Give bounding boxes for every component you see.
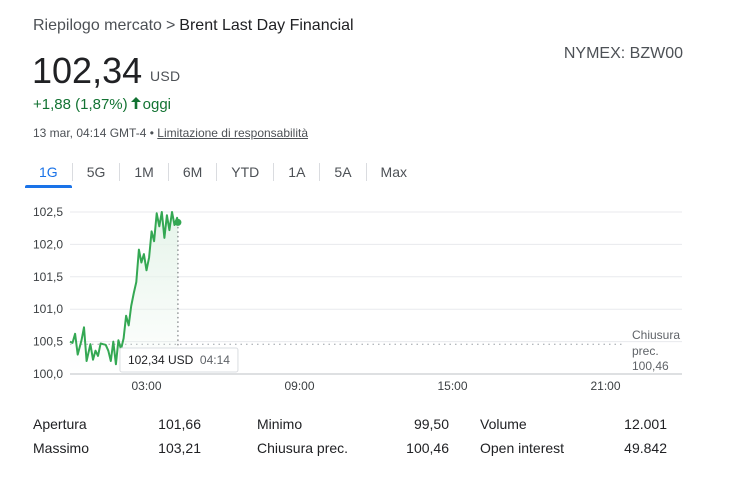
x-tick-label: 03:00 [131, 379, 161, 393]
y-tick-label: 102,0 [33, 237, 63, 251]
tab-separator [71, 163, 73, 181]
stat-label: Massimo [33, 440, 90, 456]
x-tick-label: 09:00 [284, 379, 314, 393]
price-change: +1,88 (1,87%) oggi [33, 96, 171, 113]
arrow-up-icon [130, 96, 141, 113]
tab-max[interactable]: Max [380, 164, 407, 180]
stat-value: 12.001 [624, 416, 667, 432]
tab-separator [319, 163, 321, 181]
price-area [70, 212, 178, 374]
price-change-period: oggi [142, 96, 172, 113]
x-tick-label: 21:00 [590, 379, 620, 393]
x-tick-label: 15:00 [437, 379, 467, 393]
stats-row: Massimo 103,21 Chiusura prec. 100,46 Open in… [33, 440, 673, 464]
price-chart[interactable]: 102,5 102,0 101,5 101,0 100,5 100,0 03:00 09:00… [0, 198, 738, 398]
stat-label: Volume [480, 416, 527, 432]
prev-close-label: Chiusura [632, 328, 680, 342]
stats-row: Apertura 101,66 Minimo 99,50 Volume 12.001 [33, 416, 673, 440]
disclaimer-link[interactable]: Limitazione di responsabilità [157, 126, 309, 140]
tooltip-time: 04:14 [200, 353, 230, 367]
breadcrumb-current: Brent Last Day Financial [179, 17, 354, 34]
tab-separator [365, 163, 367, 181]
tab-separator [216, 163, 218, 181]
breadcrumb-separator: > [165, 17, 176, 34]
exchange-ticker: NYMEX: BZW00 [563, 45, 683, 62]
stat-label: Apertura [33, 416, 87, 432]
tab-separator [167, 163, 169, 181]
quote-meta: 13 mar, 04:14 GMT-4 • Limitazione di res… [33, 126, 309, 140]
price-currency: USD [150, 68, 181, 84]
y-tick-label: 100,0 [33, 367, 63, 381]
breadcrumb-parent-link[interactable]: Riepilogo mercato [33, 17, 162, 34]
tab-1m[interactable]: 1M [134, 164, 154, 180]
tooltip-box [119, 347, 239, 373]
stat-label: Chiusura prec. [257, 440, 349, 456]
range-tabs: 1G 5G 1M 6M YTD 1A 5A Max [25, 157, 421, 188]
tooltip-price: 102,34 USD [128, 353, 194, 367]
prev-close-label: prec. [632, 344, 659, 358]
tab-5a[interactable]: 5A [334, 164, 352, 180]
tab-ytd[interactable]: YTD [231, 164, 260, 180]
prev-close-value: 100,46 [632, 359, 669, 373]
stat-value: 103,21 [158, 440, 201, 456]
breadcrumb: Riepilogo mercato > Brent Last Day Financi… [33, 17, 354, 35]
tab-1g[interactable]: 1G [25, 158, 72, 188]
stat-value: 101,66 [158, 416, 201, 432]
y-tick-label: 101,5 [33, 270, 63, 284]
tab-1a[interactable]: 1A [288, 164, 306, 180]
stat-label: Minimo [257, 416, 303, 432]
y-tick-label: 102,5 [33, 205, 63, 219]
tab-6m[interactable]: 6M [182, 164, 203, 180]
tab-separator [273, 163, 275, 181]
stat-value: 100,46 [406, 440, 449, 456]
stat-value: 99,50 [413, 416, 449, 432]
tab-separator [119, 163, 121, 181]
current-point[interactable] [174, 218, 182, 226]
stat-value: 49.842 [624, 440, 667, 456]
stats-table: Apertura 101,66 Minimo 99,50 Volume 12.001 Mas… [33, 416, 673, 464]
current-price: 102,34 [32, 50, 143, 91]
stat-label: Open interest [480, 440, 565, 456]
quote-timestamp: 13 mar, 04:14 GMT-4 [33, 126, 147, 140]
y-tick-label: 101,0 [33, 302, 63, 316]
tab-5g[interactable]: 5G [86, 164, 106, 180]
price-line [69, 211, 179, 366]
y-tick-label: 100,5 [33, 335, 63, 349]
price-change-value: +1,88 (1,87%) [33, 96, 128, 113]
